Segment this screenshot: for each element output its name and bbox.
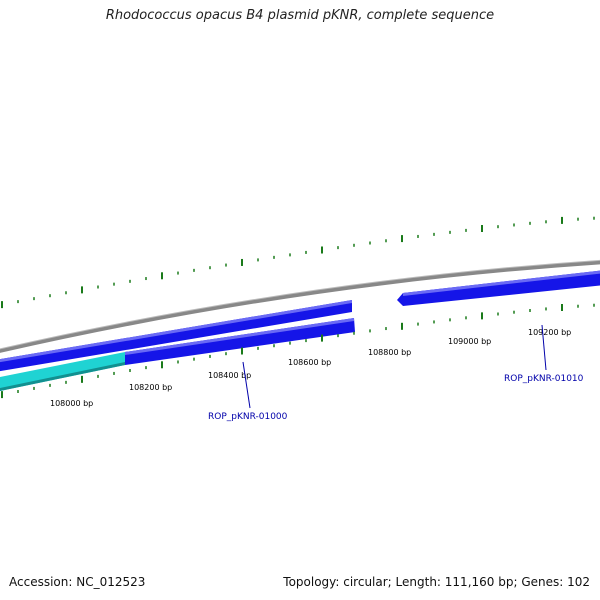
sequence-backbone xyxy=(0,260,600,353)
cds-highlight-segment[interactable] xyxy=(0,352,125,392)
sequence-backbone-highlight xyxy=(0,259,600,350)
gene-label-rop-pknr-01000[interactable]: ROP_pKNR-01000 xyxy=(208,412,288,422)
tick-label: 108800 bp xyxy=(368,348,411,357)
tick-label: 109200 bp xyxy=(528,328,571,337)
gene-leader-line xyxy=(541,324,547,371)
tick-label: 108600 bp xyxy=(288,358,331,367)
tick-label: 108000 bp xyxy=(50,399,93,408)
cds-highlight-segment-shade xyxy=(0,362,125,391)
sequence-summary: Topology: circular; Length: 111,160 bp; … xyxy=(283,575,590,589)
tick-label: 108400 bp xyxy=(208,371,251,380)
gene-reverse-shine xyxy=(125,318,354,355)
map-title: Rhodococcus opacus B4 plasmid pKNR, comp… xyxy=(105,8,495,23)
accession-text: Accession: NC_012523 xyxy=(9,575,146,589)
gene-label-rop-pknr-01010[interactable]: ROP_pKNR-01010 xyxy=(504,374,584,384)
tick-label: 109000 bp xyxy=(448,337,491,346)
gene-leader-line xyxy=(242,361,251,409)
outer-tick-ring xyxy=(1,216,595,309)
gene-forward-left[interactable] xyxy=(0,300,352,372)
gene-forward-left-shine xyxy=(0,300,352,363)
gene-reverse[interactable] xyxy=(125,318,355,365)
gene-forward-right-shine xyxy=(403,270,600,296)
gene-forward-right[interactable] xyxy=(397,270,600,306)
inner-tick-ring xyxy=(1,303,595,399)
tick-label: 108200 bp xyxy=(129,383,172,392)
